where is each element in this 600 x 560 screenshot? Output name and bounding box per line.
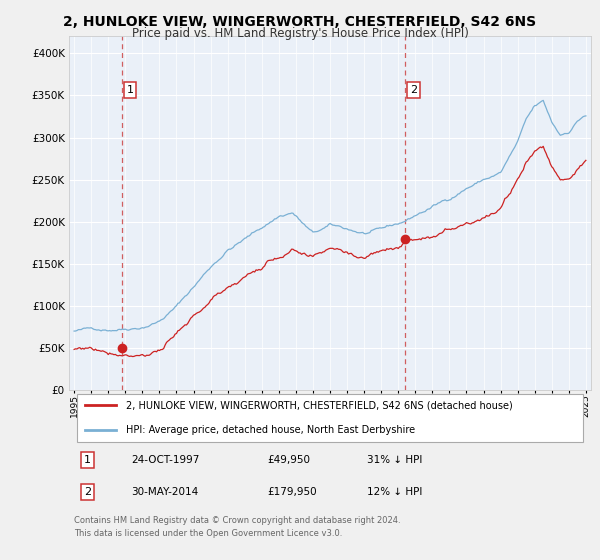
Text: 2, HUNLOKE VIEW, WINGERWORTH, CHESTERFIELD, S42 6NS (detached house): 2, HUNLOKE VIEW, WINGERWORTH, CHESTERFIE… [127,400,513,410]
FancyBboxPatch shape [77,394,583,442]
Text: Price paid vs. HM Land Registry's House Price Index (HPI): Price paid vs. HM Land Registry's House … [131,27,469,40]
Text: 24-OCT-1997: 24-OCT-1997 [131,455,200,465]
Text: £49,950: £49,950 [268,455,310,465]
Text: 12% ↓ HPI: 12% ↓ HPI [367,487,422,497]
Text: Contains HM Land Registry data © Crown copyright and database right 2024.
This d: Contains HM Land Registry data © Crown c… [74,516,401,538]
Text: 30-MAY-2014: 30-MAY-2014 [131,487,199,497]
Text: £179,950: £179,950 [268,487,317,497]
Text: 2: 2 [84,487,91,497]
Text: 2: 2 [410,85,417,95]
Text: 31% ↓ HPI: 31% ↓ HPI [367,455,422,465]
Text: HPI: Average price, detached house, North East Derbyshire: HPI: Average price, detached house, Nort… [127,425,416,435]
Text: 1: 1 [127,85,133,95]
Text: 2, HUNLOKE VIEW, WINGERWORTH, CHESTERFIELD, S42 6NS: 2, HUNLOKE VIEW, WINGERWORTH, CHESTERFIE… [64,15,536,29]
Text: 1: 1 [84,455,91,465]
